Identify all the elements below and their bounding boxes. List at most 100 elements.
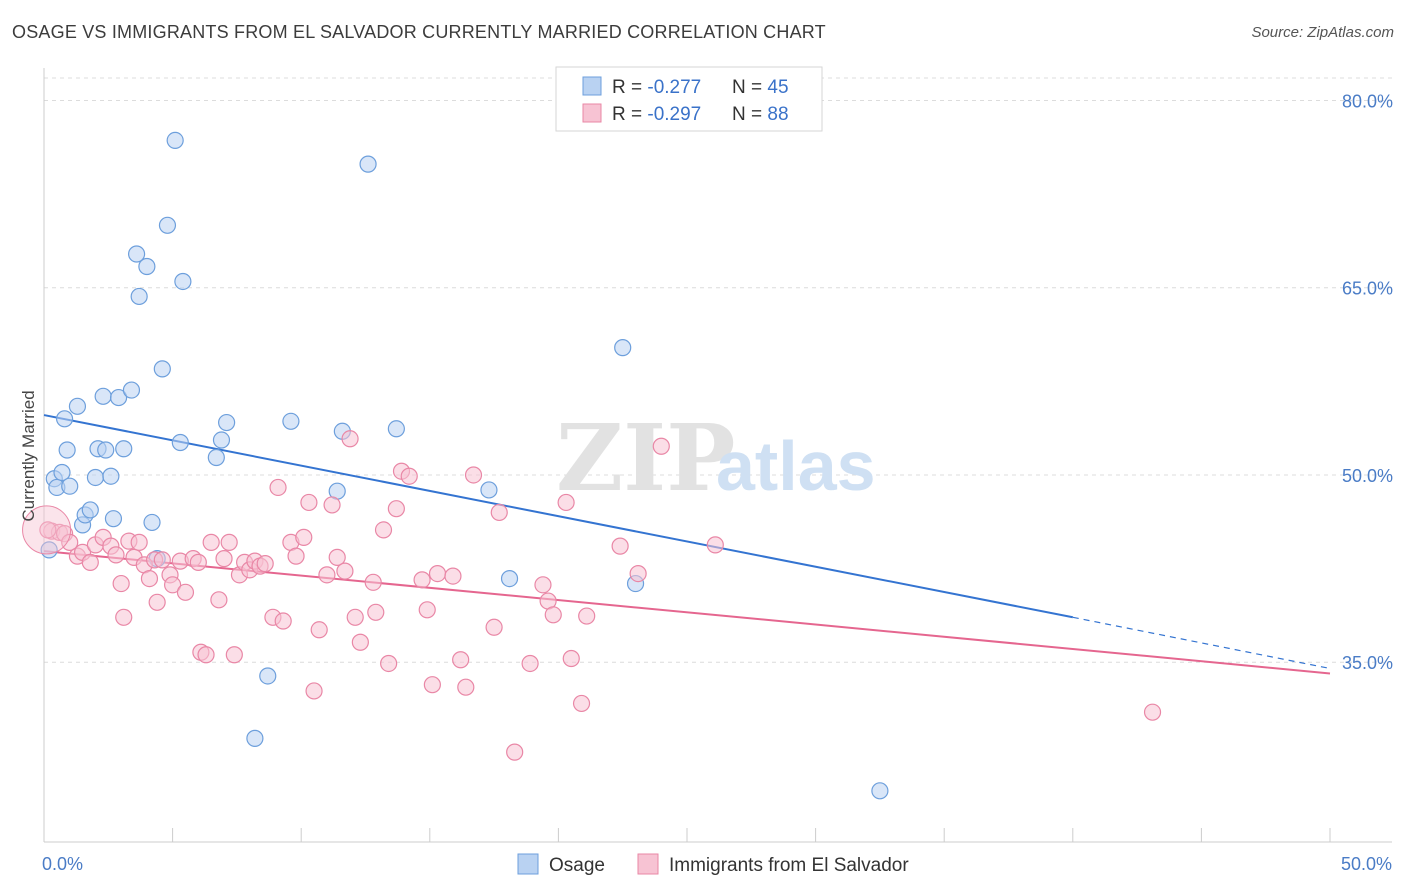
osage-point	[387, 420, 405, 438]
osage-point	[143, 513, 161, 532]
osage-point	[130, 287, 148, 306]
osage-point	[614, 339, 632, 357]
salvador-point	[305, 682, 323, 700]
salvador-point	[215, 550, 233, 568]
salvador-point	[189, 553, 207, 571]
salvador-point	[387, 500, 405, 518]
x-tick-label: 0.0%	[42, 854, 83, 874]
salvador-point	[225, 646, 243, 664]
legend-bottom: Osage Immigrants from El Salvador	[517, 853, 909, 876]
y-tick-label: 35.0%	[1342, 653, 1393, 673]
osage-point	[871, 782, 889, 800]
y-tick-label: 50.0%	[1342, 466, 1393, 486]
salvador-point	[652, 437, 670, 455]
osage-point	[259, 667, 277, 685]
watermark-zip: ZIP	[556, 404, 735, 512]
salvador-point	[107, 546, 125, 564]
legend-bottom-salv-label: Immigrants from El Salvador	[669, 855, 909, 876]
osage-point	[212, 431, 231, 449]
osage-point	[53, 463, 71, 482]
legend-bottom-osage-label: Osage	[549, 855, 605, 876]
x-tick-label: 50.0%	[1341, 854, 1392, 874]
salvador-point	[485, 618, 503, 636]
salvador-point	[115, 608, 133, 626]
salvador-point	[418, 601, 436, 619]
osage-point	[480, 481, 498, 499]
salvador-point	[318, 566, 336, 584]
salvador-point	[341, 430, 359, 448]
salvador-point	[153, 551, 171, 569]
legend-bottom-salv-swatch	[637, 853, 659, 875]
salvador-point	[562, 649, 580, 668]
salvador-point	[295, 528, 313, 546]
salvador-point	[202, 533, 220, 551]
ticks: 35.0% 50.0% 65.0% 80.0% 0.0% 50.0%	[42, 91, 1393, 874]
osage-point	[104, 510, 123, 528]
osage-point	[207, 448, 225, 467]
legend-salv-n-label: N =	[732, 104, 767, 125]
salvador-point	[400, 467, 418, 485]
salvador-point	[351, 633, 369, 651]
legend-osage-n-label: N =	[732, 77, 767, 98]
salvador-point	[544, 606, 562, 624]
salvador-point	[220, 533, 238, 551]
watermark-atlas: atlas	[716, 427, 876, 505]
salvador-point	[706, 536, 724, 554]
salvador-point	[423, 676, 441, 694]
osage-trend-line	[43, 414, 1073, 619]
osage-point	[359, 155, 377, 173]
salvador-point	[452, 651, 470, 669]
osage-point	[122, 381, 141, 399]
salvador-point	[490, 503, 508, 522]
y-tick-label: 65.0%	[1342, 279, 1393, 299]
legend-salv-n-value: 88	[767, 104, 788, 125]
legend-salv-swatch	[582, 103, 602, 123]
salvador-point	[140, 569, 159, 588]
salvador-point	[256, 555, 274, 573]
salvador-point	[269, 478, 287, 497]
salvador-point	[380, 654, 398, 673]
salvador-point	[557, 493, 575, 512]
chart-title: OSAGE VS IMMIGRANTS FROM EL SALVADOR CUR…	[12, 22, 826, 42]
salvador-point	[39, 521, 57, 539]
osage-point	[109, 388, 128, 407]
salvador-point	[130, 533, 148, 551]
salvador-point	[210, 591, 228, 609]
salvador-point	[346, 608, 364, 626]
y-axis-title: Currently Married	[19, 390, 38, 521]
osage-point	[68, 397, 87, 415]
legend-osage-n-value: 45	[767, 77, 788, 98]
salvador-point	[457, 678, 475, 696]
salvador-point	[300, 493, 318, 512]
salvador-point	[611, 537, 629, 555]
osage-point	[500, 569, 519, 588]
axes	[43, 68, 1392, 843]
salvador-point	[1143, 703, 1162, 721]
osage-point	[81, 501, 99, 519]
legend-osage-r-value: -0.277	[647, 77, 701, 98]
osage-point	[171, 433, 189, 452]
salvador-point	[323, 496, 341, 514]
salvador-point	[464, 466, 483, 484]
legend-salv-r-label: R =	[612, 104, 647, 125]
svg-text:R = -0.297: R = -0.297	[612, 104, 701, 125]
salvador-point	[164, 576, 182, 594]
svg-text:N = 45: N = 45	[732, 77, 789, 98]
osage-point	[102, 467, 120, 485]
y-tick-label: 80.0%	[1342, 91, 1393, 111]
salvador-point	[112, 574, 130, 593]
salvador-point	[176, 583, 195, 601]
watermark: ZIP atlas	[556, 404, 876, 512]
svg-text:R = -0.277: R = -0.277	[612, 77, 701, 98]
salvador-cluster-point	[22, 505, 72, 555]
salvador-point	[413, 571, 431, 589]
osage-point	[58, 441, 76, 459]
salvador-point	[81, 553, 99, 571]
salvador-point	[367, 603, 385, 621]
salvador-point	[148, 593, 166, 611]
osage-point	[61, 477, 79, 495]
salvador-point	[274, 612, 292, 630]
svg-text:N = 88: N = 88	[732, 104, 789, 125]
salvador-point	[328, 548, 346, 566]
osage-point	[97, 441, 115, 459]
